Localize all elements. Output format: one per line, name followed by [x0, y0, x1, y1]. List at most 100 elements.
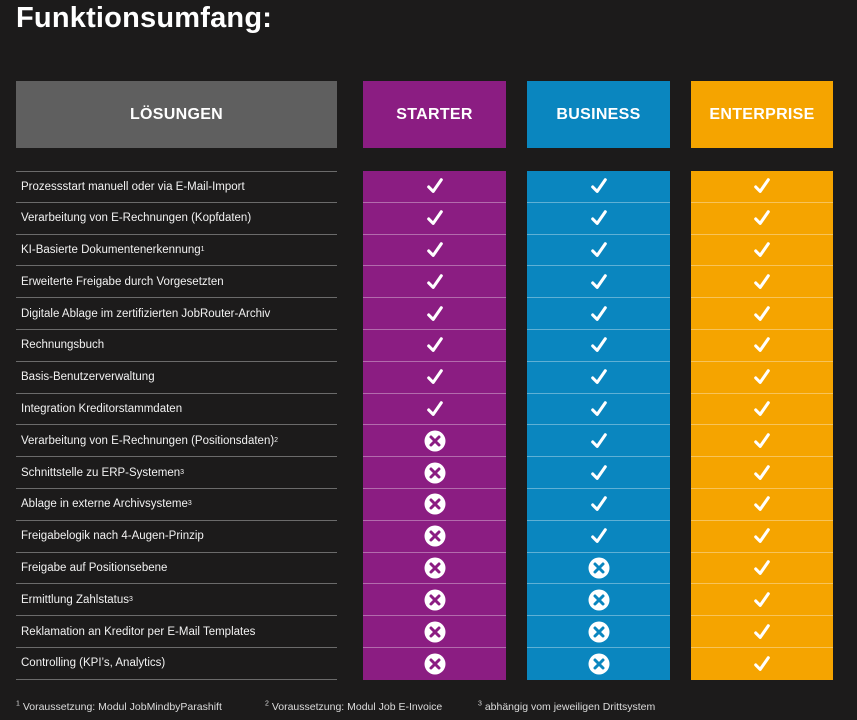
checkmark-icon: [426, 305, 443, 321]
cell-enterprise: [691, 584, 833, 617]
feature-label: Erweiterte Freigabe durch Vorgesetzten: [16, 266, 337, 299]
cell-business: [527, 520, 670, 553]
cell-enterprise: [691, 616, 833, 648]
feature-label: Freigabe auf Positionsebene: [16, 553, 337, 585]
cell-business: [527, 616, 670, 648]
cross-circle-icon: [424, 462, 445, 484]
feature-label-text: Integration Kreditorstammdaten: [21, 402, 183, 415]
cell-enterprise: [691, 520, 833, 553]
checkmark-icon: [754, 305, 770, 321]
feature-label: Verarbeitung von E-Rechnungen (Kopfdaten…: [16, 203, 337, 235]
feature-label: Controlling (KPI’s, Analytics): [16, 648, 337, 680]
table-row: KI-Basierte Dokumentenerkennung 1: [0, 234, 857, 267]
feature-label: KI-Basierte Dokumentenerkennung 1: [16, 235, 337, 267]
checkmark-icon: [754, 273, 770, 289]
cell-enterprise: [691, 488, 833, 521]
checkmark-icon: [426, 337, 443, 353]
cell-starter: [363, 520, 506, 553]
cell-starter: [363, 393, 506, 426]
footnote-text: Voraussetzung: Modul JobMindbyParashift: [22, 701, 222, 713]
checkmark-icon: [754, 432, 770, 448]
cross-circle-icon: [424, 430, 445, 452]
feature-label-text: Ermittlung Zahlstatus: [21, 593, 130, 606]
checkmark-icon: [590, 401, 607, 416]
cell-starter: [363, 202, 506, 235]
checkmark-icon: [754, 369, 770, 385]
column-header-business: BUSINESS: [527, 81, 670, 148]
feature-label: Freigabelogik nach 4-Augen-Prinzip: [16, 521, 337, 553]
checkmark-icon: [590, 432, 607, 448]
cell-starter: [363, 425, 506, 458]
feature-label-text: Verarbeitung von E-Rechnungen (Kopfdaten…: [21, 212, 252, 225]
table-row: Controlling (KPI’s, Analytics): [0, 647, 857, 680]
feature-label-text: Ablage in externe Archivsysteme: [21, 498, 188, 511]
cell-enterprise: [691, 393, 833, 426]
table-row: Schnittstelle zu ERP-Systemen 3: [0, 457, 857, 489]
feature-label-text: Prozessstart manuell oder via E-Mail-Imp…: [21, 180, 245, 193]
table-row: Prozessstart manuell oder via E-Mail-Imp…: [0, 171, 857, 203]
checkmark-icon: [590, 464, 607, 480]
checkmark-icon: [426, 369, 443, 385]
cell-enterprise: [691, 202, 833, 235]
cell-starter: [363, 616, 506, 648]
checkmark-icon: [590, 528, 607, 544]
checkmark-icon: [754, 528, 770, 544]
feature-label-text: Rechnungsbuch: [21, 339, 105, 352]
cell-enterprise: [691, 234, 833, 267]
cell-business: [527, 488, 670, 521]
checkmark-icon: [590, 178, 607, 194]
table-row: Basis-Benutzerverwaltung: [0, 361, 857, 394]
checkmark-icon: [754, 560, 770, 575]
feature-label-text: Basis-Benutzerverwaltung: [21, 371, 155, 384]
feature-table: Prozessstart manuell oder via E-Mail-Imp…: [0, 171, 857, 680]
checkmark-icon: [426, 210, 443, 226]
checkmark-icon: [754, 242, 770, 257]
column-header-label: STARTER: [396, 105, 473, 123]
checkmark-icon: [754, 401, 770, 416]
feature-label: Integration Kreditorstammdaten: [16, 394, 337, 426]
checkmark-icon: [754, 178, 770, 194]
cross-circle-icon: [424, 525, 445, 547]
cell-enterprise: [691, 457, 833, 489]
column-header-enterprise: ENTERPRISE: [691, 81, 833, 148]
feature-label-text: Reklamation an Kreditor per E-Mail Templ…: [21, 625, 256, 638]
cross-circle-icon: [424, 653, 445, 675]
checkmark-icon: [590, 273, 607, 289]
table-row: Verarbeitung von E-Rechnungen (Kopfdaten…: [0, 202, 857, 235]
checkmark-icon: [754, 656, 770, 671]
table-row: Verarbeitung von E-Rechnungen (Positions…: [0, 425, 857, 458]
cell-starter: [363, 329, 506, 362]
cross-circle-icon: [588, 589, 609, 611]
cell-starter: [363, 361, 506, 394]
page-title: Funktionsumfang:: [16, 2, 273, 34]
feature-label: Prozessstart manuell oder via E-Mail-Imp…: [16, 171, 337, 203]
checkmark-icon: [754, 210, 770, 226]
cell-business: [527, 266, 670, 299]
checkmark-icon: [754, 496, 770, 512]
table-row: Digitale Ablage im zertifizierten JobRou…: [0, 298, 857, 330]
cell-enterprise: [691, 647, 833, 680]
cell-business: [527, 171, 670, 203]
checkmark-icon: [754, 591, 770, 607]
feature-label: Digitale Ablage im zertifizierten JobRou…: [16, 298, 337, 330]
column-header-label: ENTERPRISE: [709, 105, 815, 123]
footnote-3: 3 abhängig vom jeweiligen Drittsystem: [478, 700, 655, 714]
cell-business: [527, 298, 670, 330]
feature-label-text: Freigabe auf Positionsebene: [21, 561, 168, 574]
table-row: Rechnungsbuch: [0, 329, 857, 362]
footnote-marker: 3: [478, 700, 482, 708]
cell-starter: [363, 298, 506, 330]
cell-starter: [363, 171, 506, 203]
checkmark-icon: [426, 178, 443, 194]
checkmark-icon: [426, 242, 443, 257]
footnote-2: 2 Voraussetzung: Modul Job E-Invoice: [265, 701, 442, 714]
cell-starter: [363, 584, 506, 617]
feature-label: Ermittlung Zahlstatus 3: [16, 584, 337, 617]
checkmark-icon: [590, 305, 607, 321]
cell-enterprise: [691, 329, 833, 362]
footnote-marker: 1: [16, 700, 20, 708]
feature-label-text: Schnittstelle zu ERP-Systemen: [21, 466, 181, 479]
cell-business: [527, 552, 670, 585]
cell-starter: [363, 488, 506, 521]
checkmark-icon: [590, 496, 607, 512]
